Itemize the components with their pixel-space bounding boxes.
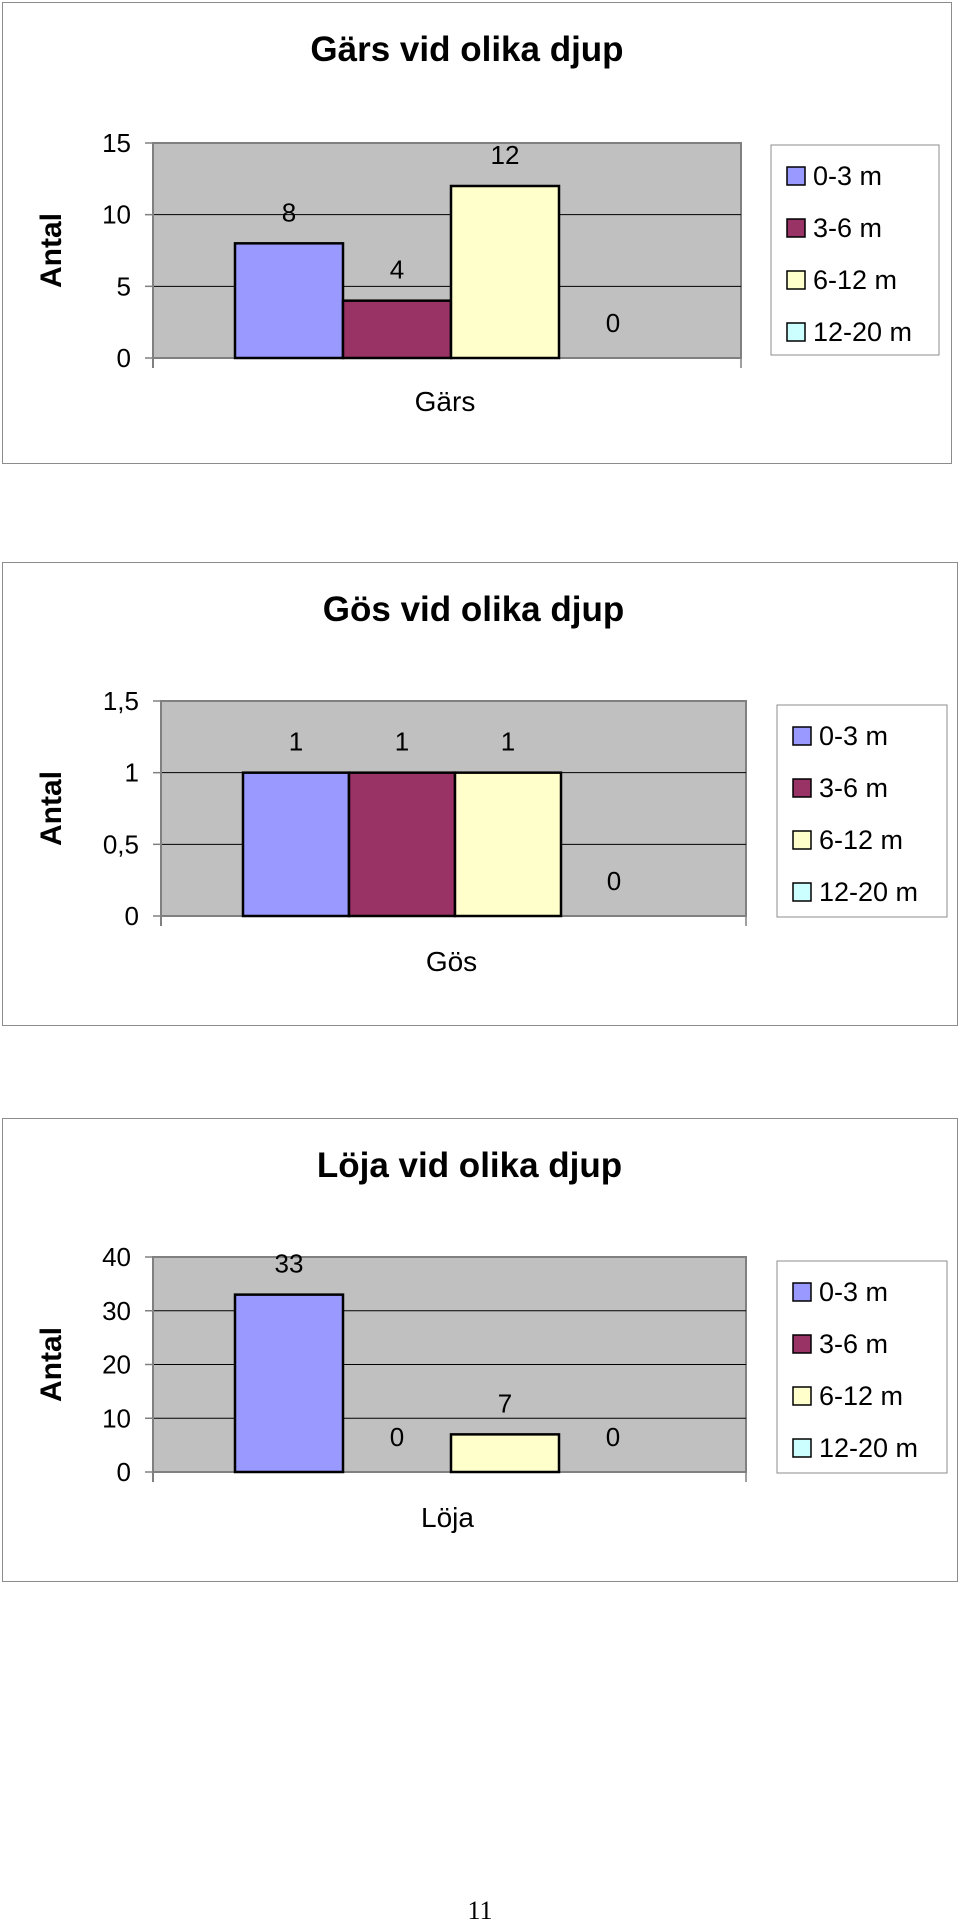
legend-swatch [786,218,806,238]
x-axis-label: Gös [426,946,477,977]
legend-label: 0-3 m [819,721,888,751]
chart-title: Gös vid olika djup [323,590,624,629]
y-tick-label: 0,5 [103,829,139,859]
y-tick-label: 1 [125,758,139,788]
y-axis-label: Antal [35,771,68,846]
legend-label: 12-20 m [819,877,918,907]
legend-swatch [792,830,812,850]
legend-label: 6-12 m [813,265,897,295]
legend-label: 0-3 m [813,161,882,191]
bar [341,299,453,360]
data-label: 1 [501,727,515,757]
legend-swatch [786,270,806,290]
y-axis-label: Antal [35,1327,68,1402]
y-tick-label: 20 [102,1350,131,1380]
legend-swatch [792,1386,812,1406]
y-tick-label: 5 [117,271,131,301]
bar [449,1433,561,1474]
legend-label: 3-6 m [813,213,882,243]
bar [449,184,561,360]
y-tick-label: 1,5 [103,686,139,716]
chart-gars: Gärs vid olika djup 0 5 10 15 Antal Gärs 8 4 12 0 0… [2,2,952,464]
y-tick-label: 0 [117,1457,131,1487]
legend-swatch [792,1282,812,1302]
y-tick-label: 10 [102,200,131,230]
data-label: 0 [390,1422,404,1452]
legend-swatch [786,322,806,342]
x-axis-label: Gärs [415,386,476,417]
legend-label: 6-12 m [819,825,903,855]
legend-label: 0-3 m [819,1277,888,1307]
legend-label: 12-20 m [819,1433,918,1463]
data-label: 8 [282,197,296,227]
legend-label: 12-20 m [813,317,912,347]
y-tick-label: 10 [102,1403,131,1433]
data-label: 0 [606,1422,620,1452]
data-label: 7 [498,1388,512,1418]
legend-swatch [786,166,806,186]
data-label: 4 [390,255,404,285]
legend-label: 3-6 m [819,773,888,803]
legend-label: 3-6 m [819,1329,888,1359]
x-axis-label: Löja [421,1502,474,1533]
chart-gos: Gös vid olika djup 0 0,5 1 1,5 Antal Gös 1 1 1 0 0-… [2,562,958,1026]
data-label: 1 [289,727,303,757]
y-tick-label: 15 [102,128,131,158]
bar [241,771,351,918]
data-label: 12 [491,140,520,170]
y-tick-label: 30 [102,1296,131,1326]
legend-swatch [792,778,812,798]
chart-title: Löja vid olika djup [317,1146,622,1185]
y-tick-label: 0 [117,343,131,373]
legend-label: 6-12 m [819,1381,903,1411]
data-label: 33 [275,1249,304,1279]
y-axis-label: Antal [35,213,68,288]
legend-swatch [792,1438,812,1458]
page-number: 11 [467,1896,493,1925]
bar [233,242,345,360]
data-label: 1 [395,727,409,757]
legend-swatch [792,882,812,902]
bar [347,771,457,918]
chart-title: Gärs vid olika djup [310,30,623,69]
legend-swatch [792,726,812,746]
y-tick-label: 0 [125,901,139,931]
legend-swatch [792,1334,812,1354]
data-label: 0 [607,866,621,896]
chart-loja: Löja vid olika djup 0 10 20 30 40 Antal Löja 33 0… [2,1118,958,1582]
y-tick-label: 40 [102,1242,131,1272]
bar [233,1293,345,1474]
bar [453,771,563,918]
chart-svg: Gärs vid olika djup 0 5 10 15 Antal Gärs 8 4 12 0 0… [35,30,940,417]
chart-svg: Löja vid olika djup 0 10 20 30 40 Antal Löja 33 0… [35,1146,948,1533]
data-label: 0 [606,308,620,338]
chart-svg: Gös vid olika djup 0 0,5 1 1,5 Antal Gös 1 1 1 0 0-… [35,590,948,977]
